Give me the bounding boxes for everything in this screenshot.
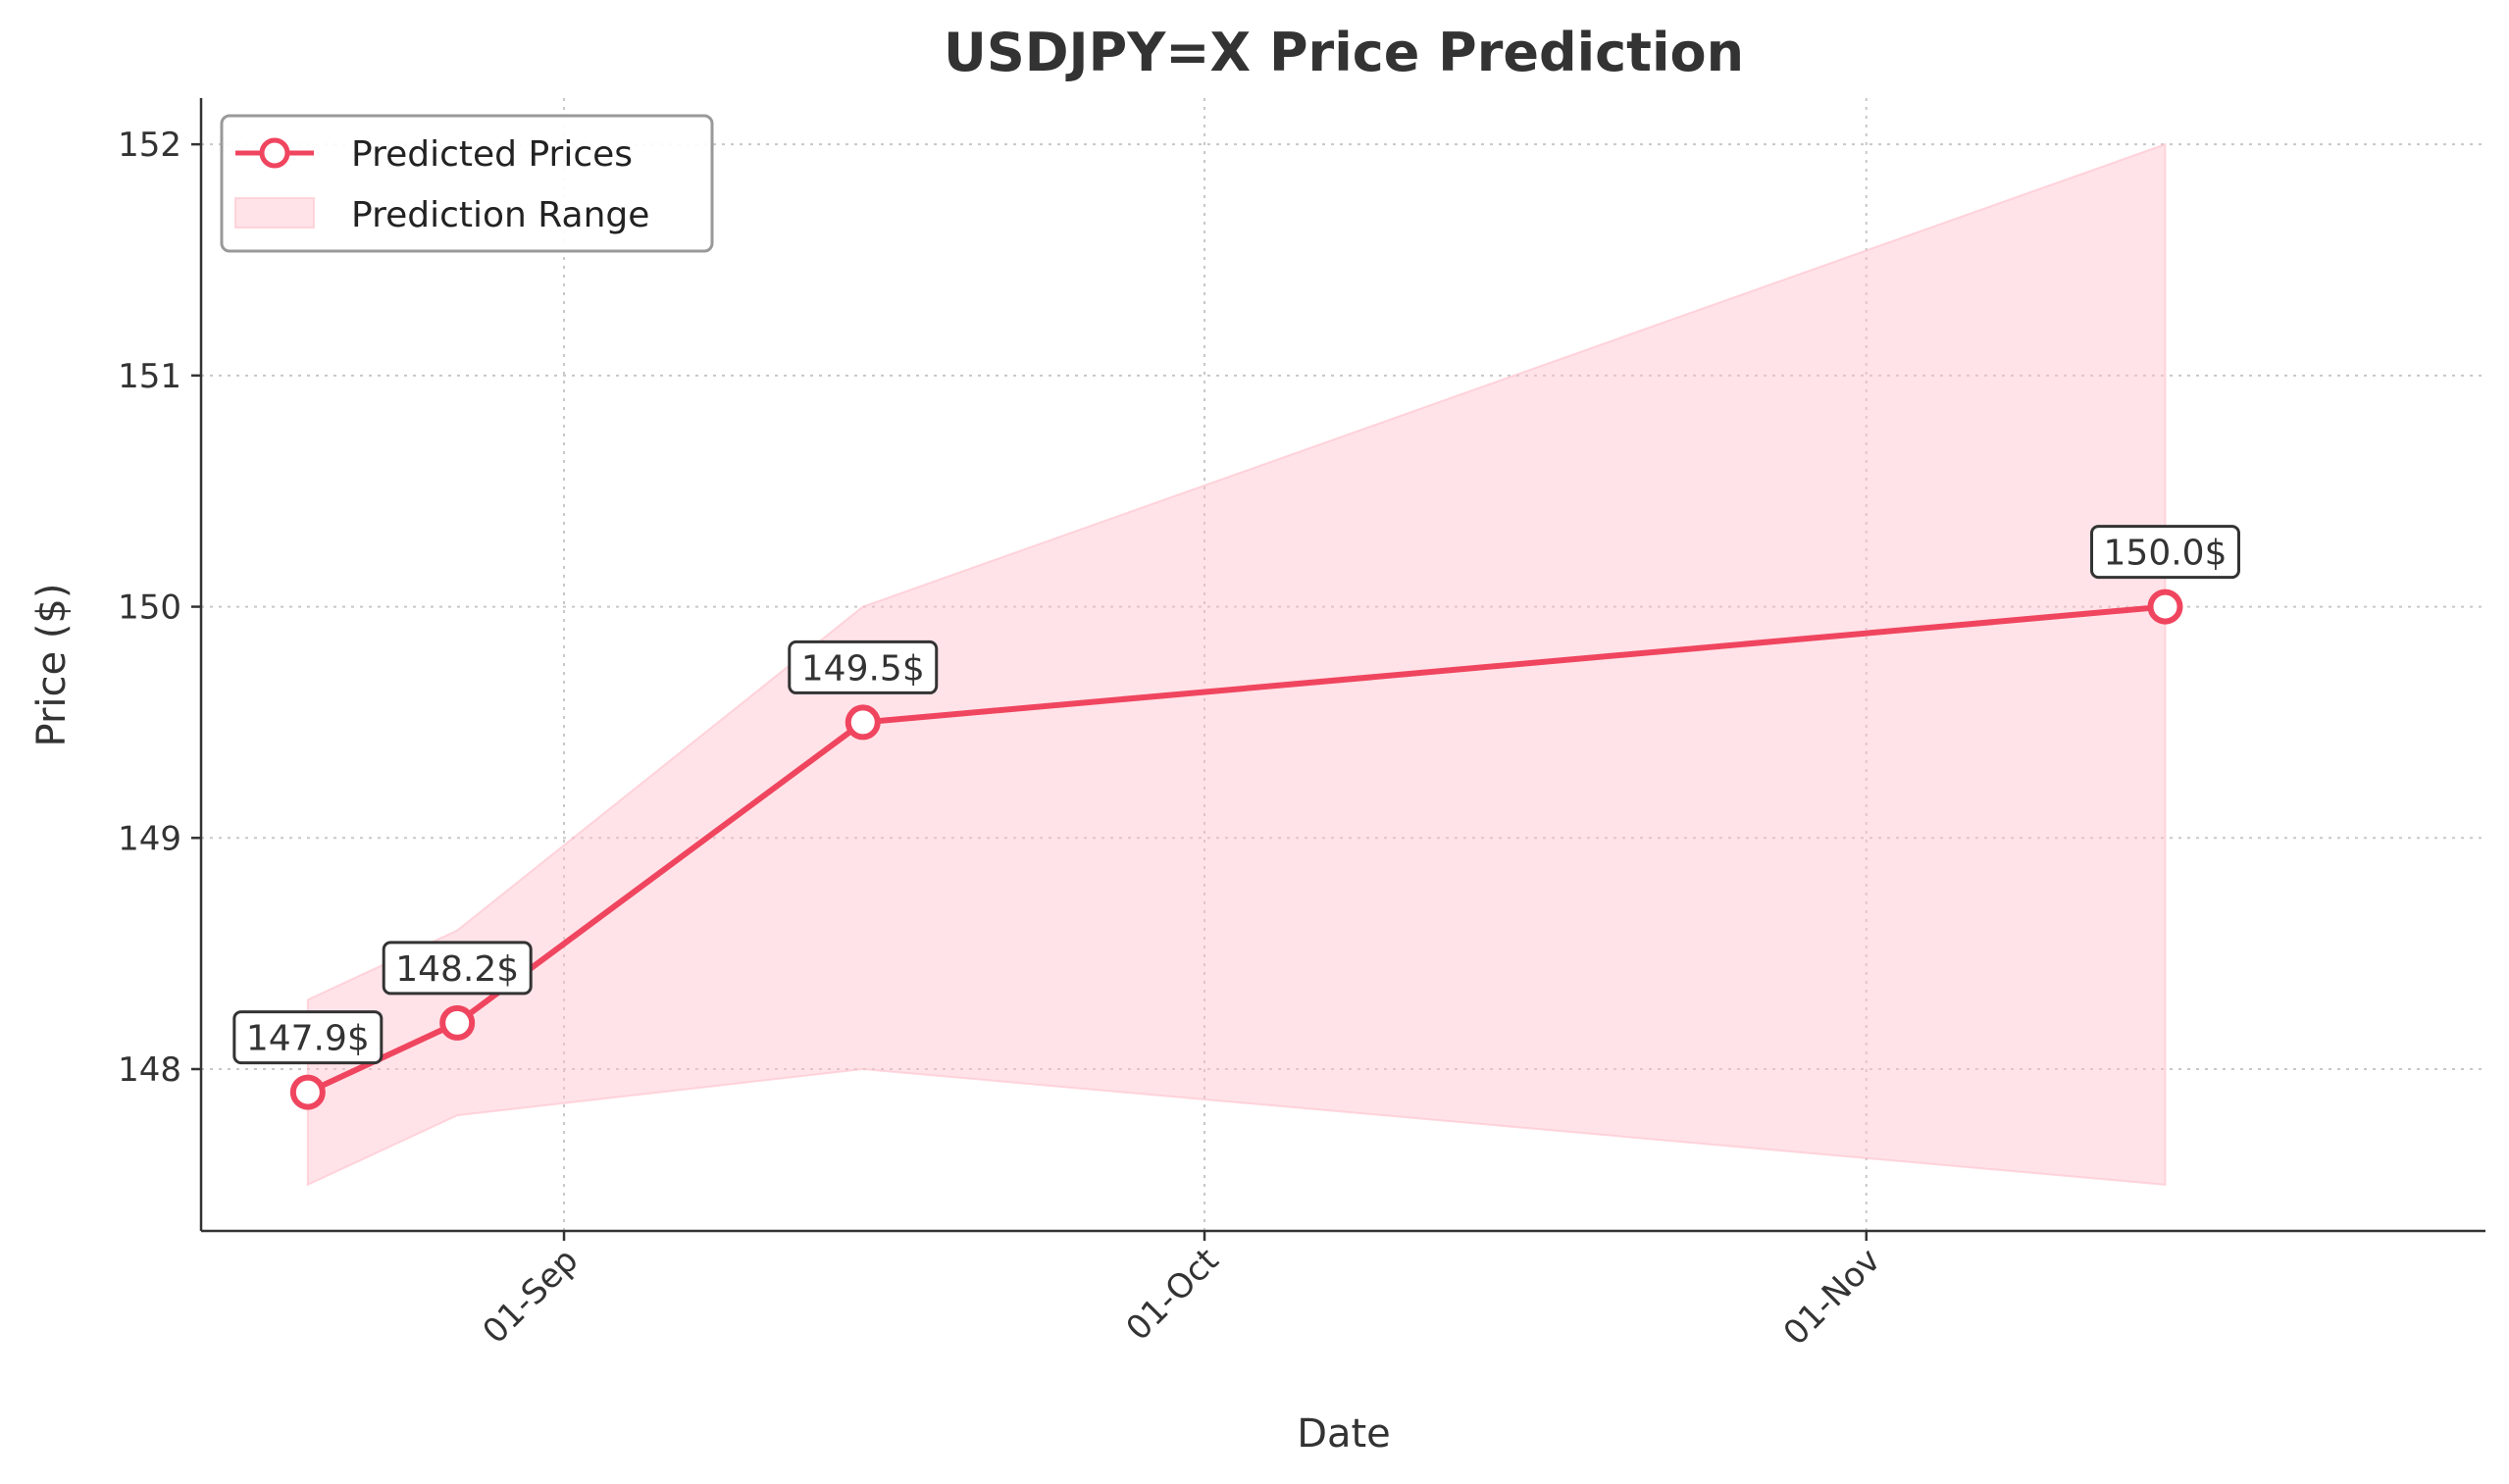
price-annotation-label: 149.5$ [801,648,925,689]
price-annotations: 147.9$ 148.2$ 149.5$ 150.0$ [232,525,2240,1065]
price-annotation: 147.9$ [232,1010,384,1065]
x-axis-label: Date [1297,1411,1391,1457]
y-tick-label: 152 [118,126,181,165]
prediction-range-area [306,142,2167,1187]
y-tick-label: 151 [118,357,181,396]
predicted-prices-points [289,588,2183,1110]
price-annotation: 149.5$ [788,640,939,694]
legend-label-predicted-prices: Predicted Prices [351,134,633,175]
legend-frame [220,114,714,253]
price-annotation-box [382,941,533,996]
y-ticks: 148 149 150 151 152 [118,126,201,1090]
price-annotation-box [232,1010,384,1065]
y-axis-label: Price ($) [29,584,75,747]
price-annotation-box [2090,525,2240,580]
price-annotation: 150.0$ [2090,525,2240,580]
price-annotation: 148.2$ [382,941,533,996]
x-tick-label: 01-Oct [1119,1241,1227,1349]
chart-title: USDJPY=X Price Prediction [944,22,1744,83]
price-annotation-label: 150.0$ [2104,534,2227,574]
x-tick-label: 01-Sep [476,1241,587,1352]
axes [199,98,2485,1233]
y-tick-label: 149 [118,819,181,858]
predicted-price-point [439,1004,476,1041]
x-ticks: 01-Sep 01-Oct 01-Nov [476,1231,1888,1354]
legend-marker-swatch [259,137,290,169]
legend-band-swatch [234,197,315,229]
y-tick-label: 148 [118,1050,181,1090]
predicted-price-point [289,1074,326,1110]
legend-label-prediction-range: Prediction Range [351,195,649,235]
predicted-price-point [2147,588,2183,625]
x-tick-label: 01-Nov [1776,1241,1888,1353]
y-tick-label: 150 [118,588,181,628]
legend: Predicted Prices Prediction Range [220,114,714,253]
predicted-price-point [845,704,881,741]
price-annotation-label: 148.2$ [395,949,519,990]
prediction-range-band [306,142,2167,1187]
price-annotation-box [788,640,939,694]
price-annotation-label: 147.9$ [246,1019,370,1059]
